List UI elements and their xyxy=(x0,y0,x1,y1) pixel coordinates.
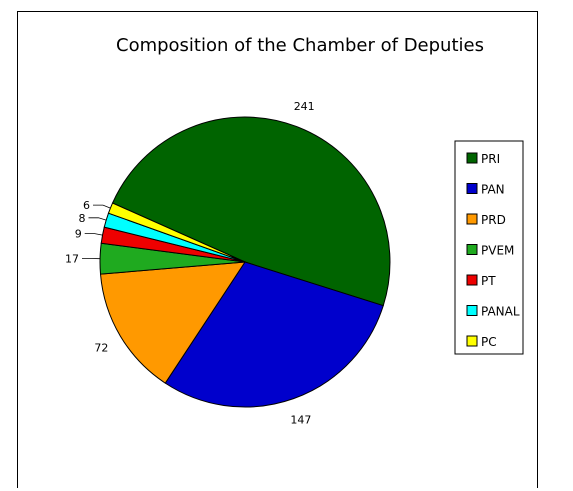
legend-label-pt: PT xyxy=(481,274,496,288)
legend-label-prd: PRD xyxy=(481,213,506,227)
legend: PRI PAN PRD PVEM PT PANAL PC xyxy=(454,140,524,355)
slice-label-pt: 9 xyxy=(75,228,82,241)
slice-label-pc: 6 xyxy=(83,199,90,212)
legend-label-pan: PAN xyxy=(481,183,505,197)
slice-label-prd: 72 xyxy=(94,341,108,354)
legend-label-pc: PC xyxy=(481,335,497,349)
leader-line-pt xyxy=(84,233,103,236)
slice-label-pri: 241 xyxy=(294,100,315,113)
pie-slice-pri xyxy=(111,116,391,307)
slice-label-pan: 147 xyxy=(290,413,311,426)
slice-labels: 241 147 72 17 9 86 xyxy=(65,100,315,427)
legend-label-pri: PRI xyxy=(481,152,500,166)
legend-box xyxy=(454,140,524,355)
slice-label-pvem: 17 xyxy=(65,253,79,266)
leader-line-pc xyxy=(93,204,111,209)
chart-frame xyxy=(17,11,538,488)
legend-swatch-pri xyxy=(466,152,478,164)
pie-slices xyxy=(99,116,391,408)
legend-swatch-pvem xyxy=(466,244,478,255)
legend-swatch-pt xyxy=(466,274,478,286)
legend-swatch-prd xyxy=(466,213,478,225)
slice-label-panal: 8 xyxy=(79,212,86,225)
legend-swatch-panal xyxy=(466,305,478,316)
legend-label-panal: PANAL xyxy=(481,305,520,319)
legend-label-pvem: PVEM xyxy=(481,244,514,258)
legend-swatch-pc xyxy=(466,335,478,347)
pie-slice-pan xyxy=(164,261,384,408)
legend-swatch-pan xyxy=(466,183,478,194)
chart-title: Composition of the Chamber of Deputies xyxy=(116,35,484,56)
leader-line-panal xyxy=(88,217,107,221)
pie-slice-prd xyxy=(99,261,246,384)
